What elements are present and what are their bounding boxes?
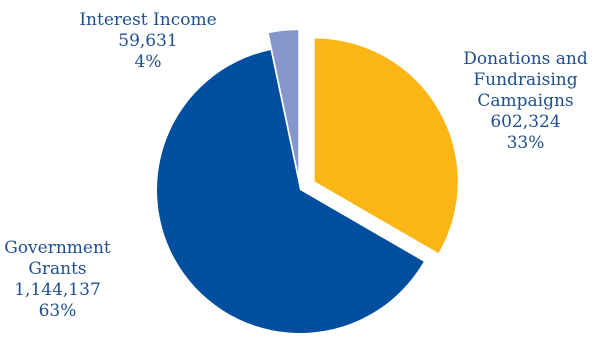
slice-percent: 63% (38, 301, 77, 321)
slice-name-line: Interest Income (79, 10, 217, 30)
label-donations-fundraising: Donations and Fundraising Campaigns 602,… (433, 49, 600, 154)
slice-name-line: Fundraising (473, 70, 578, 90)
slice-value: 602,324 (490, 112, 561, 132)
slice-name-line: Government (4, 238, 111, 258)
pie-slice-donations (314, 38, 458, 254)
pie-slice-interest-income (268, 30, 299, 174)
slice-value: 1,144,137 (14, 280, 101, 300)
slice-name-line: Donations and (463, 49, 588, 69)
slice-value: 59,631 (118, 31, 178, 51)
pie-slice-government-grants (156, 50, 424, 334)
slice-name-line: Campaigns (477, 91, 574, 111)
slice-percent: 4% (134, 52, 162, 72)
slice-name-line: Grants (28, 259, 87, 279)
slice-percent: 33% (506, 133, 545, 153)
label-government-grants: Government Grants 1,144,137 63% (0, 238, 115, 322)
label-interest-income: Interest Income 59,631 4% (58, 10, 238, 73)
